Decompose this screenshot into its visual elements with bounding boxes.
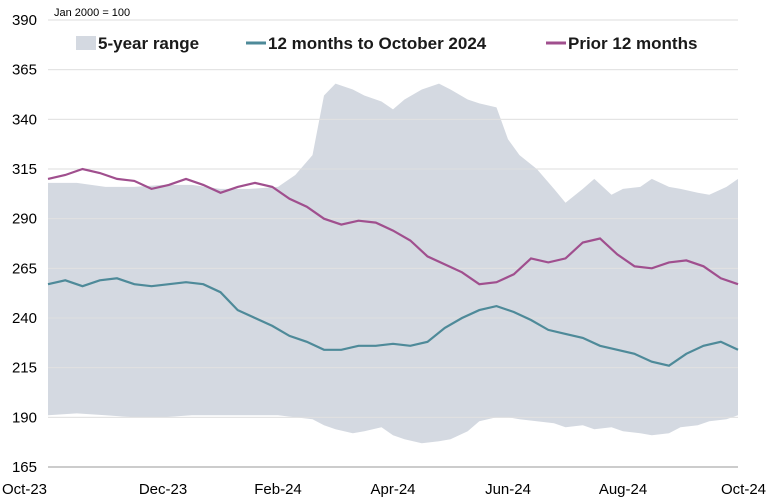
x-axis-tick-labels: Oct-23 Dec-23 Feb-24 Apr-24 Jun-24 Aug-24 Oct-… (2, 481, 766, 498)
legend-swatch (76, 36, 96, 50)
legend-item: 12 months to October 2024 (246, 34, 487, 53)
x-tick-label: Jun-24 (485, 481, 531, 498)
x-tick-label: Aug-24 (599, 481, 647, 498)
y-tick-label: 390 (12, 12, 37, 29)
legend-label: 5-year range (98, 34, 199, 53)
x-tick-label: Dec-23 (139, 481, 187, 498)
y-tick-label: 215 (12, 360, 37, 377)
legend-label: 12 months to October 2024 (268, 34, 487, 53)
y-tick-label: 365 (12, 62, 37, 79)
y-tick-label: 265 (12, 260, 37, 277)
legend-item: 5-year range (76, 34, 199, 53)
gridlines (48, 19, 738, 418)
series-line-prior-12-months (47, 167, 739, 286)
x-tick-label: Feb-24 (254, 481, 302, 498)
x-tick-label: Apr-24 (370, 481, 415, 498)
y-tick-label: 190 (12, 409, 37, 426)
x-tick-label: Oct-23 (2, 481, 47, 498)
y-tick-label: 240 (12, 310, 37, 327)
y-tick-label: 340 (12, 111, 37, 128)
series-line-12-months-to-october-2024 (47, 277, 739, 367)
legend: 5-year range 12 months to October 2024 Pri… (76, 34, 697, 53)
legend-item: Prior 12 months (546, 34, 697, 53)
y-tick-label: 290 (12, 211, 37, 228)
units-note: Jan 2000 = 100 (54, 7, 130, 19)
five-year-range-band (48, 83, 738, 444)
y-axis-tick-labels: 165 190 215 240 265 290 315 340 365 390 (12, 12, 37, 476)
x-tick-label: Oct-24 (721, 481, 766, 498)
y-tick-label: 165 (12, 459, 37, 476)
legend-label: Prior 12 months (568, 34, 697, 53)
y-tick-label: 315 (12, 161, 37, 178)
